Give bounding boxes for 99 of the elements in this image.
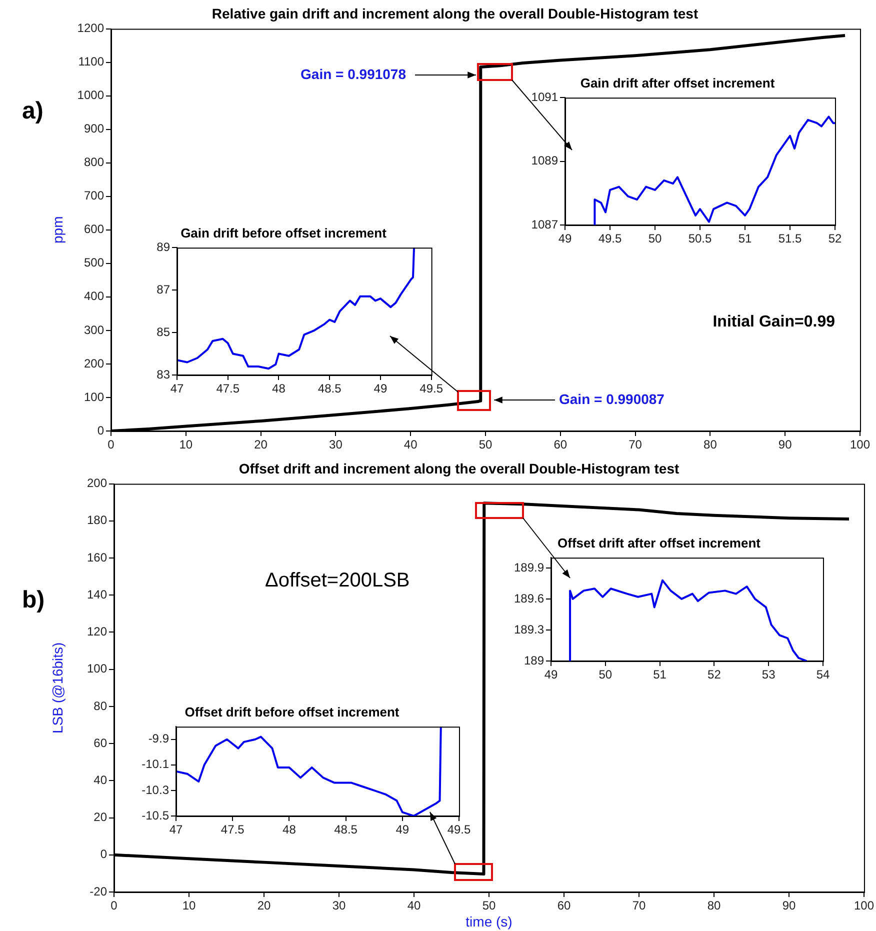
y-tick-label: -10.3 <box>142 782 170 797</box>
x-tick-label: 90 <box>782 898 796 913</box>
y-tick-label: 40 <box>94 772 108 787</box>
x-tick-label: 47.5 <box>216 382 240 396</box>
y-tick-label: 1089 <box>531 154 558 168</box>
y-tick-label: 89 <box>156 240 170 254</box>
x-tick-label: 30 <box>332 898 346 913</box>
y-tick-label: 189.3 <box>514 622 544 636</box>
y-tick-label: 1000 <box>77 88 104 102</box>
y-tick-label: -10.1 <box>142 757 170 772</box>
y-tick-label: 500 <box>84 256 104 270</box>
x-tick-label: 50 <box>598 668 612 682</box>
x-tick-label: 47 <box>170 382 184 396</box>
y-tick-label: 20 <box>94 810 108 824</box>
x-tick-label: 80 <box>707 898 721 913</box>
x-tick-label: 10 <box>182 898 196 913</box>
x-tick-label: 20 <box>257 898 271 913</box>
y-tick-label: 600 <box>84 222 104 236</box>
y-tick-label: 1100 <box>78 54 104 69</box>
y-tick-label: 83 <box>156 367 170 382</box>
x-tick-label: 90 <box>778 438 792 452</box>
y-tick-label: 140 <box>86 587 108 602</box>
y-tick-label: 1200 <box>77 21 104 36</box>
x-tick-label: 48.5 <box>334 822 358 837</box>
y-tick-label: 0 <box>97 423 104 438</box>
x-tick-label: 49 <box>396 822 410 837</box>
x-tick-label: 51.5 <box>778 232 802 246</box>
y-tick-label: 85 <box>156 324 170 339</box>
y-tick-label: 180 <box>86 513 108 528</box>
annotation: Gain = 0.991078 <box>300 66 406 82</box>
chart-title: Offset drift after offset increment <box>558 535 762 550</box>
x-tick-label: 49 <box>374 382 388 396</box>
y-axis-title: LSB (@16bits) <box>49 642 66 734</box>
x-tick-label: 50 <box>482 898 496 913</box>
x-tick-label: 49 <box>558 232 572 246</box>
y-tick-label: 1087 <box>531 217 558 232</box>
y-tick-label: 0 <box>100 847 108 862</box>
chart-title: Gain drift after offset increment <box>580 75 776 90</box>
x-tick-label: 49.5 <box>598 232 622 246</box>
y-tick-label: 80 <box>94 698 108 713</box>
x-tick-label: 48.5 <box>318 382 342 396</box>
x-tick-label: 51 <box>738 232 752 246</box>
annotation: Initial Gain=0.99 <box>712 313 836 330</box>
y-tick-label: 1091 <box>531 90 558 104</box>
y-axis-title: ppm <box>49 216 66 244</box>
text: b) <box>22 586 45 614</box>
y-tick-label: -9.9 <box>148 732 170 746</box>
x-tick-label: 54 <box>816 668 830 682</box>
text: a) <box>22 98 44 125</box>
x-tick-label: 50 <box>478 438 492 452</box>
x-tick-label: 40 <box>407 898 421 913</box>
x-tick-label: 47.5 <box>220 822 245 837</box>
x-tick-label: 48 <box>282 822 296 837</box>
chart-title: Gain drift before offset increment <box>180 225 388 240</box>
y-tick-label: 200 <box>86 476 108 490</box>
y-tick-label: 160 <box>86 550 108 564</box>
chart-title: Offset drift and increment along the overall Double-Histogram test <box>238 460 680 476</box>
x-tick-label: 30 <box>329 438 343 452</box>
x-tick-label: 52 <box>828 232 842 246</box>
x-tick-label: 48 <box>272 382 286 396</box>
x-tick-label: 70 <box>628 438 642 452</box>
annotation: Δoffset=200LSB <box>265 570 410 592</box>
y-tick-label: 900 <box>84 122 104 136</box>
chart-title: Offset drift before offset increment <box>184 704 400 720</box>
x-tick-label: 50 <box>648 232 662 246</box>
y-tick-label: 800 <box>84 155 104 170</box>
x-tick-label: 49.5 <box>420 382 444 396</box>
annotation: Gain = 0.990087 <box>559 390 665 407</box>
x-tick-label: 49.5 <box>447 822 471 837</box>
x-tick-label: 53 <box>762 668 776 682</box>
x-tick-label: 0 <box>110 898 118 913</box>
y-tick-label: -10.5 <box>142 808 170 822</box>
x-tick-label: 60 <box>554 438 568 452</box>
chart-title: Relative gain drift and increment along the overall Double-Histogram test <box>212 5 698 22</box>
x-axis-title: time (s) <box>466 913 512 930</box>
x-tick-label: 47 <box>169 822 183 837</box>
x-tick-label: 40 <box>404 438 418 452</box>
x-tick-label: 52 <box>708 668 722 682</box>
x-tick-label: 51 <box>653 668 667 682</box>
y-tick-label: 60 <box>94 736 108 750</box>
y-tick-label: 300 <box>84 322 104 337</box>
x-tick-label: 100 <box>850 438 870 452</box>
x-tick-label: 80 <box>704 438 718 452</box>
x-tick-label: 70 <box>632 898 646 913</box>
x-tick-label: 50.5 <box>688 232 712 246</box>
y-tick-label: 400 <box>84 289 104 304</box>
y-tick-label: 200 <box>84 356 104 370</box>
y-tick-label: 120 <box>86 624 108 639</box>
y-tick-label: 87 <box>156 282 170 296</box>
y-tick-label: 700 <box>84 188 104 203</box>
x-tick-label: 20 <box>254 438 268 452</box>
y-tick-label: 189.9 <box>514 560 544 574</box>
x-tick-label: 10 <box>179 438 193 452</box>
y-tick-label: -20 <box>90 884 108 898</box>
x-tick-label: 60 <box>557 898 571 913</box>
y-tick-label: 189.6 <box>514 591 544 606</box>
y-tick-label: 189 <box>524 653 544 668</box>
x-tick-label: 100 <box>854 898 874 913</box>
x-tick-label: 49 <box>544 668 558 682</box>
